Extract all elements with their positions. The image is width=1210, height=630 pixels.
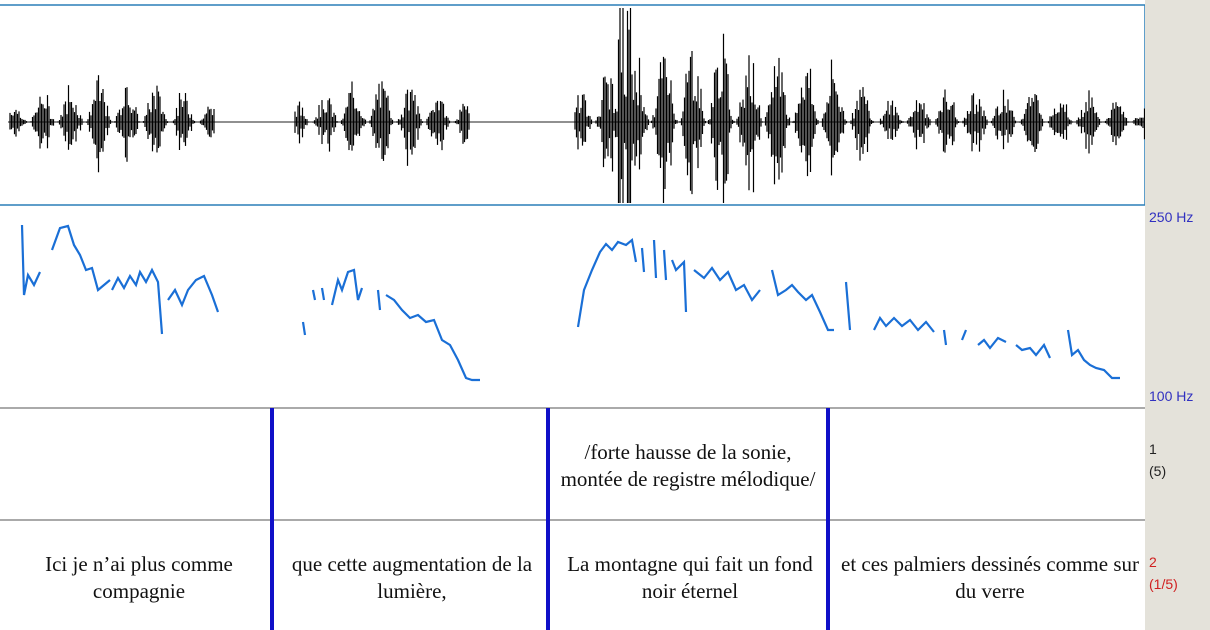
waveform bbox=[8, 8, 1145, 203]
tier-count: (5) bbox=[1149, 463, 1167, 479]
tier-number: 2 bbox=[1149, 554, 1157, 570]
interval-text: que cette augmentation de la lumière, bbox=[291, 551, 533, 603]
pitch-bottom-label: 100 Hz bbox=[1149, 388, 1194, 404]
pitch-top-label: 250 Hz bbox=[1149, 209, 1194, 225]
editor bbox=[0, 4, 1145, 630]
interval-text: et ces palmiers dessinés comme sur du ve… bbox=[841, 551, 1139, 603]
tier-count: (1/5) bbox=[1149, 576, 1178, 592]
interval-text: La montagne qui fait un fond noir éterne… bbox=[567, 551, 813, 603]
side-panel bbox=[1145, 0, 1210, 630]
interval-text: Ici je n’ai plus comme compagnie bbox=[45, 551, 233, 603]
pitch-contour bbox=[20, 224, 1120, 382]
tier-number: 1 bbox=[1149, 441, 1157, 457]
interval-text: /forte hausse de la sonie, montée de reg… bbox=[560, 440, 816, 491]
interval-boundaries bbox=[270, 408, 830, 630]
